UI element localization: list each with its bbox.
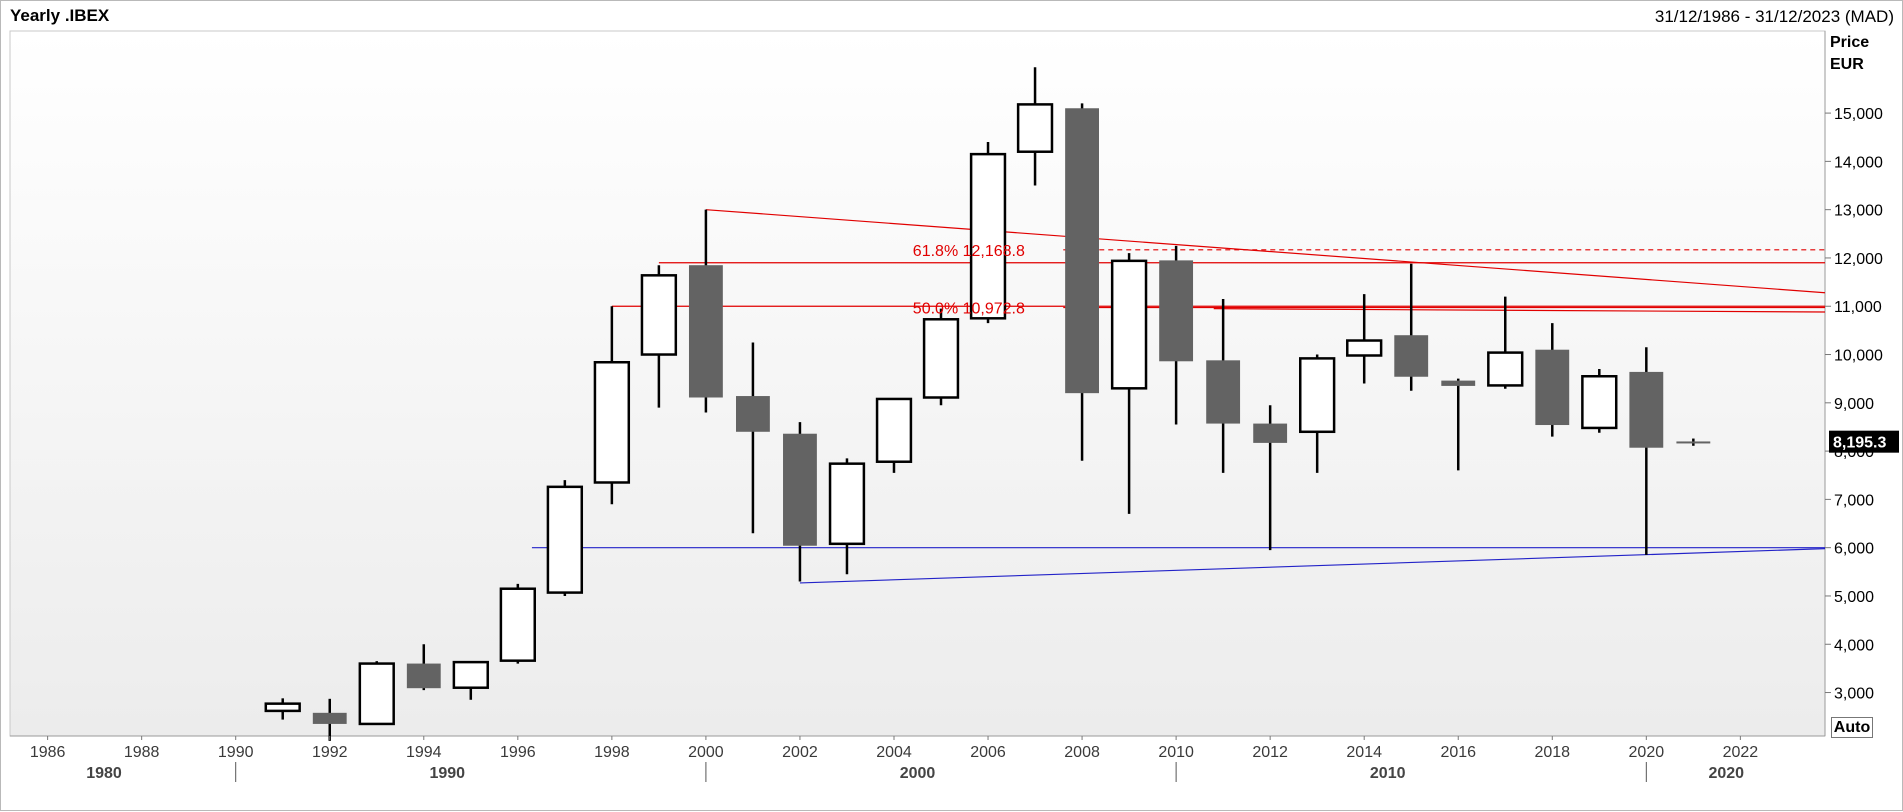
x-tick-label: 2010 [1158, 744, 1194, 761]
y-tick-label: 4,000 [1834, 637, 1874, 654]
y-tick-label: 7,000 [1834, 492, 1874, 509]
price-axis-label: Price [1830, 34, 1869, 51]
candle-body-2008 [1065, 108, 1099, 394]
chart-title: Yearly .IBEX [10, 6, 110, 25]
decade-label: 2000 [900, 765, 936, 782]
candle-body-2013 [1298, 357, 1336, 434]
decade-label: 1990 [429, 765, 465, 782]
y-tick-label: 5,000 [1834, 589, 1874, 606]
candle-body-1998 [593, 361, 631, 484]
line-up-trendline [799, 548, 1826, 584]
candles [264, 67, 1711, 741]
candle-body-1997 [546, 485, 584, 594]
date-range: 31/12/1986 - 31/12/2023 (MAD) [1654, 7, 1894, 26]
y-tick-label: 9,000 [1834, 396, 1874, 413]
x-tick-label: 2012 [1252, 744, 1288, 761]
x-tick-label: 2020 [1629, 744, 1665, 761]
x-tick-label: 2018 [1534, 744, 1570, 761]
drawn-lines [531, 209, 1826, 584]
candle-body-2009 [1110, 259, 1148, 390]
x-tick-label: 2004 [876, 744, 912, 761]
last-price-box [1829, 430, 1899, 453]
line-down-trendline [705, 209, 1826, 294]
candle-body-2010 [1159, 260, 1194, 362]
annotations: 61.8% 12,168.8 50.0% 10,972.8 [913, 243, 1025, 318]
candle-body-2015 [1394, 335, 1429, 377]
candle-body-1996 [499, 587, 537, 662]
x-axis-ticks: 1986 1988 1990 1992 1994 1996 1998 2000 2002 2004… [30, 736, 1758, 782]
y-tick-label: 6,000 [1834, 541, 1874, 558]
candle-body-2011 [1206, 360, 1241, 424]
decade-label: 2010 [1370, 765, 1406, 782]
x-tick-label: 1994 [406, 744, 442, 761]
candle-body-2001 [736, 396, 770, 432]
last-price-marker: 8,195.3 [1829, 430, 1899, 453]
candle-body-1993 [358, 662, 395, 726]
x-tick-label: 2022 [1723, 744, 1759, 761]
decade-label: 2020 [1708, 765, 1744, 782]
y-tick-label: 12,000 [1834, 251, 1883, 268]
x-tick-label: 1988 [124, 744, 160, 761]
x-tick-label: 2000 [688, 744, 724, 761]
x-tick-label: 1992 [312, 744, 348, 761]
auto-scale-button[interactable]: Auto [1831, 717, 1873, 738]
y-tick-label: 15,000 [1834, 106, 1883, 123]
candle-body-2003 [828, 462, 866, 546]
candle-body-2002 [783, 433, 817, 546]
y-axis-ticks: 3,0004,0005,0006,0007,0008,0009,00010,00… [1825, 106, 1883, 703]
y-tick-label: 14,000 [1834, 154, 1883, 171]
y-tick-label: 13,000 [1834, 203, 1883, 220]
fib-label-61.8%: 61.8% 12,168.8 [913, 243, 1025, 260]
candle-body-2012 [1253, 423, 1288, 443]
candle-body-2021 [1676, 441, 1711, 444]
candle-body-2017 [1487, 351, 1524, 387]
y-tick-label: 10,000 [1834, 348, 1883, 365]
x-tick-label: 1986 [30, 744, 66, 761]
candle-body-2016 [1441, 380, 1476, 386]
candle-body-2019 [1581, 375, 1618, 430]
candle-body-1991 [264, 702, 301, 713]
candle-body-1995 [452, 660, 489, 689]
candle-body-1994 [406, 663, 441, 689]
decade-label: 1980 [86, 765, 122, 782]
x-tick-label: 1990 [218, 744, 254, 761]
candle-body-1999 [640, 274, 678, 356]
y-tick-label: 11,000 [1834, 299, 1882, 316]
x-tick-label: 2008 [1064, 744, 1100, 761]
line-resistance-10900 [1213, 308, 1826, 313]
candle-body-2014 [1346, 339, 1383, 357]
y-tick-label: 3,000 [1834, 686, 1874, 703]
candle-body-2000 [688, 265, 723, 398]
x-tick-label: 2016 [1440, 744, 1476, 761]
x-tick-label: 2002 [782, 744, 818, 761]
fib-label-50.0%: 50.0% 10,972.8 [913, 301, 1025, 318]
candle-body-2020 [1629, 371, 1664, 448]
candle-body-2005 [922, 318, 960, 399]
candle-body-2004 [875, 397, 913, 463]
x-tick-label: 1996 [500, 744, 536, 761]
candle-body-2006 [969, 152, 1007, 320]
last-price-label: 8,195.3 [1833, 435, 1886, 452]
candle-body-1992 [312, 712, 347, 724]
x-tick-label: 2014 [1346, 744, 1382, 761]
currency-axis-label: EUR [1830, 56, 1864, 73]
x-tick-label: 2006 [970, 744, 1006, 761]
candle-body-2018 [1535, 349, 1570, 426]
x-tick-label: 1998 [594, 744, 630, 761]
candle-body-2007 [1016, 103, 1054, 153]
